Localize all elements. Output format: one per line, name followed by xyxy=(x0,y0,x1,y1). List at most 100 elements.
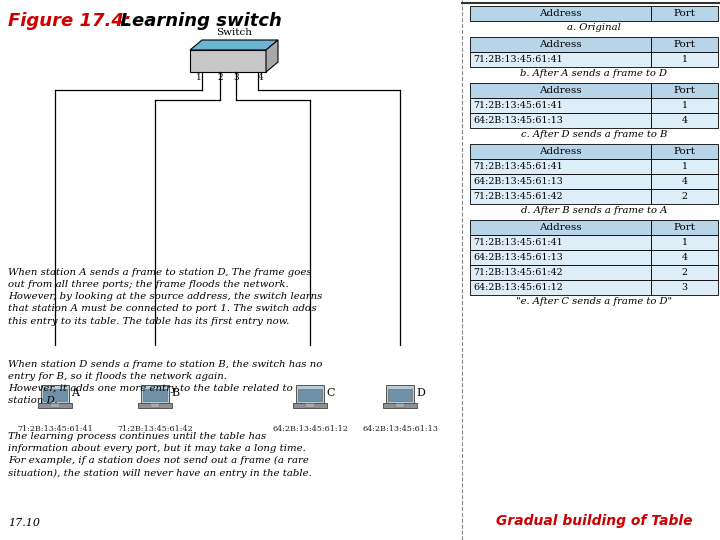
Text: Address: Address xyxy=(539,86,582,95)
FancyBboxPatch shape xyxy=(470,280,651,295)
Text: 64:2B:13:45:61:13: 64:2B:13:45:61:13 xyxy=(473,177,563,186)
FancyBboxPatch shape xyxy=(43,389,67,401)
FancyBboxPatch shape xyxy=(651,83,718,98)
FancyBboxPatch shape xyxy=(305,403,315,408)
Text: 71:2B:13:45:61:41: 71:2B:13:45:61:41 xyxy=(473,55,562,64)
Text: 4: 4 xyxy=(682,177,688,186)
FancyBboxPatch shape xyxy=(470,98,651,113)
FancyBboxPatch shape xyxy=(651,235,718,250)
Text: "e. After C sends a frame to D": "e. After C sends a frame to D" xyxy=(516,297,672,306)
Text: Address: Address xyxy=(539,40,582,49)
Text: Address: Address xyxy=(539,9,582,18)
FancyBboxPatch shape xyxy=(470,189,651,204)
FancyBboxPatch shape xyxy=(651,37,718,52)
Text: 71:2B:13:45:61:41: 71:2B:13:45:61:41 xyxy=(473,162,562,171)
Text: 3: 3 xyxy=(681,283,688,292)
Text: When station D sends a frame to station B, the switch has no
entry for B, so it : When station D sends a frame to station … xyxy=(8,360,323,406)
Text: 1: 1 xyxy=(682,101,688,110)
Text: Gradual building of Table: Gradual building of Table xyxy=(496,514,692,528)
FancyBboxPatch shape xyxy=(470,159,651,174)
Text: C: C xyxy=(326,388,335,398)
FancyBboxPatch shape xyxy=(470,174,651,189)
Text: 71:2B:13:45:61:42: 71:2B:13:45:61:42 xyxy=(473,192,562,201)
Text: 4: 4 xyxy=(682,253,688,262)
FancyBboxPatch shape xyxy=(296,385,324,403)
FancyBboxPatch shape xyxy=(651,265,718,280)
FancyBboxPatch shape xyxy=(298,389,322,401)
FancyBboxPatch shape xyxy=(651,189,718,204)
FancyBboxPatch shape xyxy=(143,389,167,401)
Text: 71:2B:13:45:61:42: 71:2B:13:45:61:42 xyxy=(117,425,193,433)
Text: A: A xyxy=(71,388,79,398)
FancyBboxPatch shape xyxy=(383,403,417,408)
FancyBboxPatch shape xyxy=(470,265,651,280)
FancyBboxPatch shape xyxy=(470,220,651,235)
Text: 17.10: 17.10 xyxy=(8,518,40,528)
FancyBboxPatch shape xyxy=(470,6,651,21)
Text: 1: 1 xyxy=(682,238,688,247)
FancyBboxPatch shape xyxy=(386,385,414,403)
FancyBboxPatch shape xyxy=(150,403,160,408)
Text: 71:2B:13:45:61:42: 71:2B:13:45:61:42 xyxy=(473,268,562,277)
Polygon shape xyxy=(190,40,278,50)
Text: 64:2B:13:45:61:13: 64:2B:13:45:61:13 xyxy=(473,116,563,125)
FancyBboxPatch shape xyxy=(470,235,651,250)
Text: 3: 3 xyxy=(233,73,239,82)
Text: 2: 2 xyxy=(682,192,688,201)
Text: D: D xyxy=(416,388,425,398)
FancyBboxPatch shape xyxy=(651,144,718,159)
Text: a. Original: a. Original xyxy=(567,23,621,32)
Text: 4: 4 xyxy=(682,116,688,125)
FancyBboxPatch shape xyxy=(141,385,169,403)
Text: c. After D sends a frame to B: c. After D sends a frame to B xyxy=(521,130,667,139)
Text: Address: Address xyxy=(539,147,582,156)
FancyBboxPatch shape xyxy=(470,250,651,265)
FancyBboxPatch shape xyxy=(470,113,651,128)
Text: 71:2B:13:45:61:41: 71:2B:13:45:61:41 xyxy=(473,101,562,110)
Polygon shape xyxy=(190,50,266,72)
Text: Port: Port xyxy=(673,9,696,18)
FancyBboxPatch shape xyxy=(38,403,72,408)
Text: b. After A sends a frame to D: b. After A sends a frame to D xyxy=(521,69,667,78)
FancyBboxPatch shape xyxy=(651,52,718,67)
Text: Port: Port xyxy=(673,223,696,232)
Text: 4: 4 xyxy=(258,73,264,82)
Text: d. After B sends a frame to A: d. After B sends a frame to A xyxy=(521,206,667,215)
FancyBboxPatch shape xyxy=(388,389,412,401)
Text: 2: 2 xyxy=(217,73,222,82)
FancyBboxPatch shape xyxy=(651,98,718,113)
Text: Address: Address xyxy=(539,223,582,232)
Text: 71:2B:13:45:61:41: 71:2B:13:45:61:41 xyxy=(17,425,93,433)
Text: 1: 1 xyxy=(682,55,688,64)
Text: 64:2B:13:45:61:12: 64:2B:13:45:61:12 xyxy=(473,283,563,292)
FancyBboxPatch shape xyxy=(41,385,69,403)
Text: Switch: Switch xyxy=(216,28,252,37)
FancyBboxPatch shape xyxy=(470,37,651,52)
Text: 64:2B:13:45:61:13: 64:2B:13:45:61:13 xyxy=(362,425,438,433)
FancyBboxPatch shape xyxy=(470,83,651,98)
FancyBboxPatch shape xyxy=(395,403,405,408)
FancyBboxPatch shape xyxy=(470,52,651,67)
FancyBboxPatch shape xyxy=(50,403,60,408)
Text: 1: 1 xyxy=(682,162,688,171)
FancyBboxPatch shape xyxy=(651,159,718,174)
Text: 64:2B:13:45:61:13: 64:2B:13:45:61:13 xyxy=(473,253,563,262)
Text: The learning process continues until the table has
information about every port,: The learning process continues until the… xyxy=(8,432,312,478)
FancyBboxPatch shape xyxy=(651,113,718,128)
FancyBboxPatch shape xyxy=(651,220,718,235)
FancyBboxPatch shape xyxy=(293,403,327,408)
Text: Port: Port xyxy=(673,147,696,156)
Text: Figure 17.4:: Figure 17.4: xyxy=(8,12,131,30)
Text: Learning switch: Learning switch xyxy=(108,12,282,30)
Text: 71:2B:13:45:61:41: 71:2B:13:45:61:41 xyxy=(473,238,562,247)
Text: Port: Port xyxy=(673,40,696,49)
Text: When station A sends a frame to station D, The frame goes
out from all three por: When station A sends a frame to station … xyxy=(8,268,323,326)
Text: B: B xyxy=(171,388,179,398)
FancyBboxPatch shape xyxy=(651,174,718,189)
Text: 64:2B:13:45:61:12: 64:2B:13:45:61:12 xyxy=(272,425,348,433)
Text: 1: 1 xyxy=(197,73,202,82)
Text: Port: Port xyxy=(673,86,696,95)
FancyBboxPatch shape xyxy=(138,403,172,408)
FancyBboxPatch shape xyxy=(651,280,718,295)
FancyBboxPatch shape xyxy=(651,6,718,21)
